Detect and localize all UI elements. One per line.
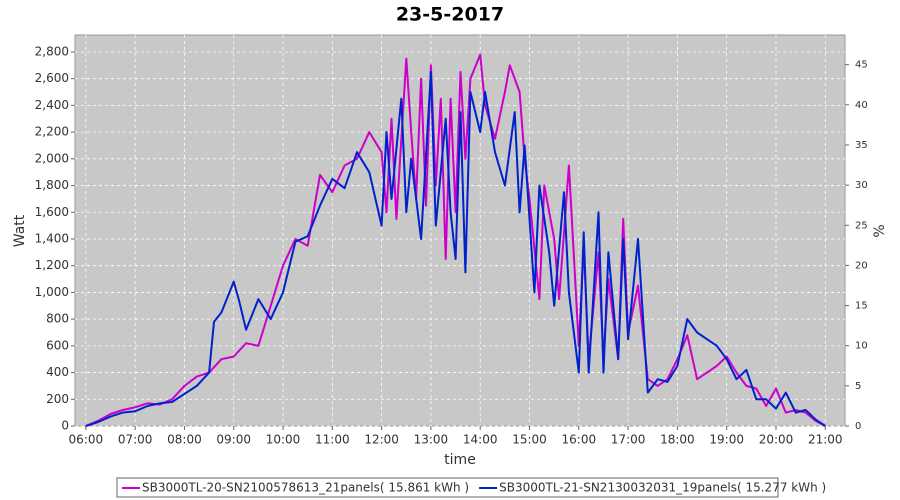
y-tick-label: 600: [46, 338, 69, 352]
y-tick-label: 800: [46, 312, 69, 326]
y-tick-label: 1,600: [35, 205, 69, 219]
series-line: [85, 53, 826, 427]
y2-tick-label: 20: [855, 260, 868, 271]
y-tick-label: 2,000: [35, 151, 69, 165]
x-tick-label: 21:00: [808, 433, 843, 447]
x-tick-label: 09:00: [216, 433, 251, 447]
x-tick-label: 08:00: [167, 433, 202, 447]
y2-tick-label: 15: [855, 301, 868, 312]
y-tick-label: 1,400: [35, 231, 69, 245]
x-tick-label: 10:00: [266, 433, 301, 447]
series-line: [85, 71, 826, 427]
legend-label: SB3000TL-20-SN2100578613_21panels( 15.86…: [142, 481, 469, 495]
x-tick-label: 11:00: [315, 433, 350, 447]
x-tick-label: 17:00: [611, 433, 646, 447]
y-axis-label: Watt: [12, 214, 28, 247]
y2-tick-label: 30: [855, 180, 868, 191]
y2-axis-label: %: [872, 224, 888, 237]
legend: [116, 477, 779, 498]
y-tick-label: 2,400: [35, 98, 69, 112]
x-tick-label: 18:00: [660, 433, 695, 447]
x-tick-label: 14:00: [463, 433, 498, 447]
chart-title: 23-5-2017: [396, 4, 504, 26]
y-tick-label: 1,800: [35, 178, 69, 192]
x-tick-label: 12:00: [364, 433, 399, 447]
x-tick-label: 15:00: [512, 433, 547, 447]
x-tick-label: 07:00: [118, 433, 153, 447]
legend-label: SB3000TL-21-SN2130032031_19panels( 15.27…: [499, 481, 826, 495]
y2-tick-label: 25: [855, 220, 868, 231]
x-axis-label: time: [444, 452, 476, 468]
y2-tick-label: 40: [855, 100, 868, 111]
x-tick-label: 13:00: [414, 433, 449, 447]
y-tick-label: 400: [46, 365, 69, 379]
y2-tick-label: 10: [855, 341, 868, 352]
x-tick-label: 20:00: [759, 433, 794, 447]
y-tick-label: 2,800: [35, 44, 69, 58]
y-tick-label: 2,200: [35, 125, 69, 139]
x-tick-label: 06:00: [69, 433, 104, 447]
y2-tick-label: 35: [855, 140, 868, 151]
x-tick-label: 19:00: [709, 433, 744, 447]
y-tick-label: 0: [61, 419, 69, 433]
y2-tick-label: 45: [855, 60, 868, 71]
y-tick-label: 1,200: [35, 258, 69, 272]
y2-tick-label: 0: [855, 421, 861, 432]
y-tick-label: 200: [46, 392, 69, 406]
y-tick-label: 2,600: [35, 71, 69, 85]
x-tick-label: 16:00: [562, 433, 597, 447]
y-tick-label: 1,000: [35, 285, 69, 299]
y2-tick-label: 5: [855, 381, 861, 392]
